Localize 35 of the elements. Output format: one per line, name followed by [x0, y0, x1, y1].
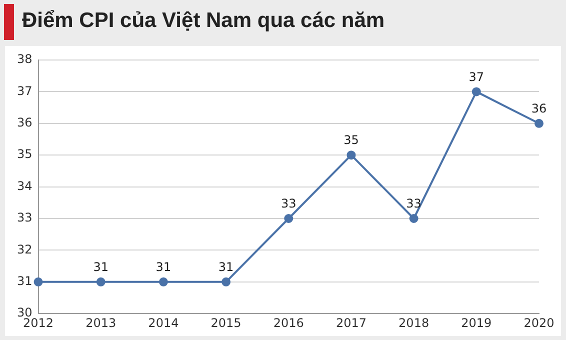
point [222, 277, 231, 286]
data-label: 36 [531, 102, 547, 116]
y-tick-label: 38 [16, 52, 32, 66]
point [472, 87, 481, 96]
data-label: 37 [468, 70, 484, 84]
point [158, 277, 168, 286]
x-tick-label: 2019 [461, 316, 492, 330]
y-tick-label: 31 [16, 274, 32, 288]
y-tick-label: 32 [16, 242, 32, 256]
x-tick-label: 2018 [398, 316, 430, 330]
point [534, 118, 544, 128]
y-tick-label: 36 [16, 116, 32, 130]
point [284, 214, 294, 223]
y-tick-label: 37 [16, 84, 32, 98]
x-tick-label: 2014 [148, 316, 179, 330]
x-tick-label: 2016 [273, 316, 304, 330]
point [34, 277, 43, 286]
x-tick-label: 2020 [524, 316, 554, 330]
x-tick-label: 2012 [22, 316, 54, 330]
x-tick-label: 2015 [210, 316, 242, 330]
point [409, 214, 418, 223]
data-label: 31 [156, 260, 172, 274]
data-label: 35 [344, 133, 359, 148]
data-label: 33 [406, 196, 422, 211]
point [96, 277, 106, 286]
y-tick-label: 34 [16, 178, 32, 193]
data-label: 31 [93, 260, 108, 274]
x-tick-label: 2017 [336, 316, 366, 330]
data-label: 33 [280, 196, 296, 211]
y-tick-label: 33 [16, 210, 32, 225]
data-label: 31 [218, 260, 234, 274]
chart-title: Điểm CPI của Việt Nam qua các năm [22, 9, 385, 33]
y-tick-label: 35 [16, 147, 32, 162]
x-tick-label: 2013 [86, 316, 116, 330]
point [346, 150, 356, 160]
